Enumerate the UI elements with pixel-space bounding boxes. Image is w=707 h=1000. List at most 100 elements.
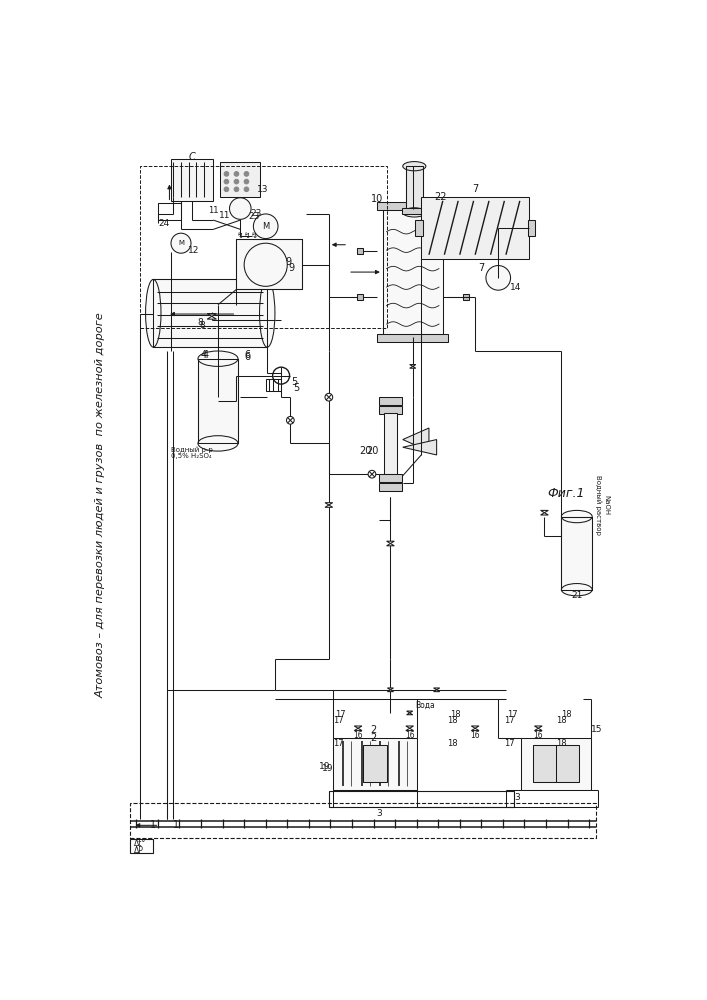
Polygon shape [433, 688, 440, 690]
Polygon shape [407, 713, 413, 715]
Bar [198, 359, 238, 443]
Text: 24: 24 [158, 219, 169, 228]
Bar [385, 413, 397, 474]
Bar [379, 483, 402, 491]
Circle shape [234, 172, 239, 176]
Polygon shape [406, 726, 414, 728]
Text: 21: 21 [571, 591, 583, 600]
Bar [421, 197, 529, 259]
Text: 19: 19 [320, 762, 331, 771]
Text: 20: 20 [366, 446, 379, 456]
Circle shape [230, 198, 251, 219]
Text: 16: 16 [534, 732, 543, 740]
Text: 18: 18 [447, 739, 457, 748]
Text: 18: 18 [450, 710, 461, 719]
Polygon shape [534, 728, 542, 731]
Text: 7: 7 [478, 263, 484, 273]
Text: 17: 17 [335, 710, 346, 719]
Text: 18: 18 [447, 716, 457, 725]
Text: 20: 20 [360, 446, 372, 456]
Text: 6: 6 [244, 350, 250, 360]
Polygon shape [354, 726, 362, 728]
Bar [378, 202, 448, 210]
Circle shape [486, 266, 510, 290]
Bar [379, 406, 402, 414]
Bar [219, 162, 259, 197]
Text: 8: 8 [197, 318, 203, 327]
Text: 18: 18 [561, 710, 571, 719]
Circle shape [244, 243, 287, 286]
Text: 6: 6 [244, 352, 250, 362]
Text: ↯: ↯ [251, 231, 257, 240]
Polygon shape [387, 690, 394, 692]
Bar [198, 359, 238, 443]
Text: 2: 2 [370, 725, 377, 735]
Text: 16: 16 [405, 732, 414, 740]
Bar [561, 517, 592, 590]
Text: 19: 19 [322, 764, 333, 773]
Polygon shape [403, 428, 429, 451]
Bar [382, 209, 443, 336]
Bar [329, 791, 514, 807]
Bar [463, 248, 469, 254]
Text: Фиг.1: Фиг.1 [547, 487, 585, 500]
Text: 17: 17 [333, 739, 344, 748]
Text: M: M [262, 222, 269, 231]
Bar [158, 203, 181, 220]
Ellipse shape [146, 279, 161, 347]
Polygon shape [406, 728, 414, 731]
Bar [333, 738, 417, 790]
Text: 5: 5 [293, 383, 300, 393]
Bar [356, 248, 363, 254]
Text: 17: 17 [507, 710, 518, 719]
Polygon shape [541, 513, 549, 515]
Ellipse shape [561, 584, 592, 596]
Bar [561, 517, 592, 590]
Polygon shape [387, 544, 395, 546]
Text: 15: 15 [591, 725, 602, 734]
Bar [140, 166, 387, 328]
Circle shape [244, 172, 249, 176]
Circle shape [224, 179, 229, 184]
Bar [406, 166, 423, 212]
Text: 17: 17 [505, 739, 515, 748]
Circle shape [234, 187, 239, 192]
Polygon shape [387, 688, 394, 690]
Bar [402, 208, 426, 214]
Bar [379, 474, 402, 482]
Text: 5: 5 [291, 377, 298, 387]
Polygon shape [407, 711, 413, 713]
Text: 13: 13 [257, 185, 269, 194]
Circle shape [325, 393, 333, 401]
Text: NaOH: NaOH [603, 495, 609, 515]
Polygon shape [207, 314, 216, 316]
Text: 7: 7 [472, 184, 478, 194]
Circle shape [234, 179, 239, 184]
Bar [171, 158, 214, 201]
Bar [463, 294, 469, 300]
Text: Водный раствор: Водный раствор [595, 475, 602, 535]
Polygon shape [541, 510, 549, 513]
Ellipse shape [198, 436, 238, 451]
Bar [130, 839, 153, 853]
Circle shape [368, 470, 376, 478]
Text: ΔP: ΔP [134, 846, 144, 855]
Bar [153, 279, 267, 347]
Text: Δt°: Δt° [134, 839, 146, 848]
Text: 11: 11 [219, 211, 230, 220]
Circle shape [286, 416, 294, 424]
Polygon shape [354, 728, 362, 731]
Text: 23: 23 [248, 212, 260, 221]
Polygon shape [534, 726, 542, 728]
Text: 10: 10 [370, 194, 382, 204]
Polygon shape [409, 365, 416, 366]
Text: 0,5% H₂SO₄: 0,5% H₂SO₄ [171, 453, 211, 459]
Text: 1: 1 [150, 820, 156, 830]
Text: 1: 1 [173, 820, 180, 830]
Polygon shape [325, 505, 333, 507]
Text: 9: 9 [286, 257, 292, 267]
Text: ↯: ↯ [237, 231, 244, 240]
Polygon shape [207, 316, 216, 319]
Text: 17: 17 [333, 716, 344, 725]
Bar [527, 220, 535, 235]
